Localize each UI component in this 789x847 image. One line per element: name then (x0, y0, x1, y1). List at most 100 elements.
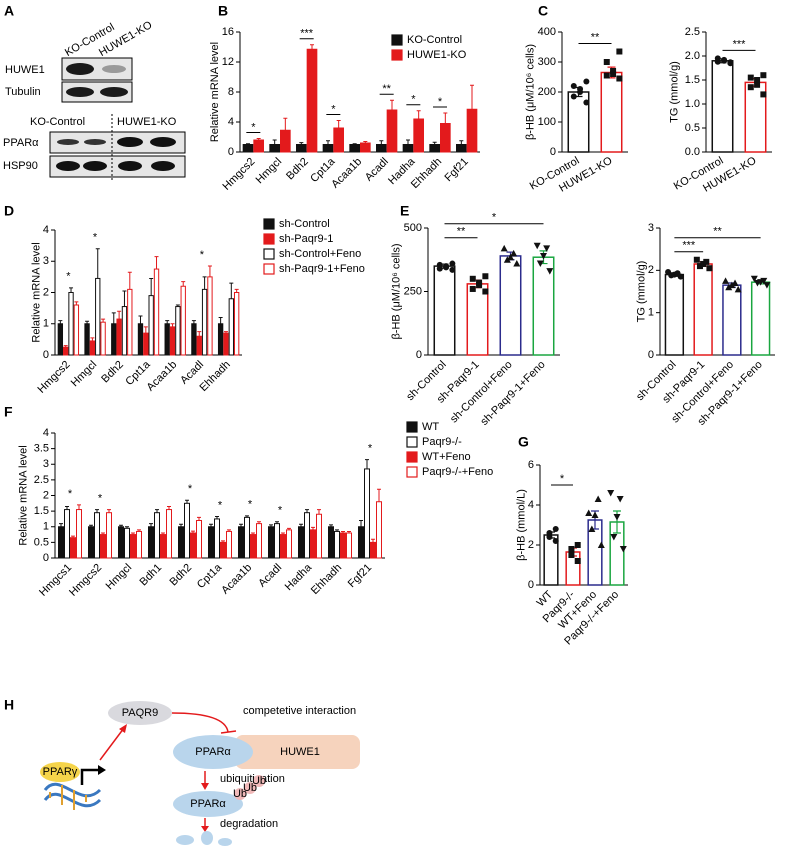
significance: * (278, 505, 283, 517)
arrow-head (201, 826, 209, 832)
error-bar (416, 110, 421, 119)
y-axis-label: Relative mRNA level (17, 445, 29, 545)
data-point (583, 99, 590, 106)
bar (84, 323, 90, 356)
error-bar (69, 287, 74, 293)
bar (136, 530, 142, 559)
fragment (218, 838, 232, 846)
bar (223, 332, 229, 356)
bar (180, 285, 186, 356)
bar (76, 509, 82, 559)
bar (456, 144, 467, 153)
error-bar (470, 84, 474, 110)
bar (429, 144, 441, 153)
x-tick-label: Bdh1 (138, 562, 165, 589)
error-bar (63, 345, 68, 348)
legend-swatch (263, 218, 275, 230)
error-bar (89, 524, 93, 527)
y-tick-label: 1 (43, 521, 49, 533)
y-axis-label: Relative mRNA level (30, 242, 42, 342)
data-point (507, 253, 514, 261)
bar (370, 541, 376, 559)
bar (68, 292, 74, 356)
bar (328, 526, 334, 559)
error-bar (377, 488, 381, 502)
significance: * (368, 442, 373, 454)
x-tick-label: Hmgcs2 (220, 156, 257, 193)
legend-label: Paqr9-/-+Feno (422, 466, 493, 478)
error-bar (167, 505, 171, 510)
bar (166, 509, 172, 559)
y-tick-label: 0 (528, 579, 534, 591)
ub-label: Ub (252, 775, 266, 787)
x-tick-label: Hmgcs2 (36, 359, 73, 396)
blot-band (57, 139, 79, 145)
blot-band (100, 87, 128, 97)
error-bar (161, 532, 165, 535)
y-tick-label: 100 (538, 116, 556, 128)
error-bar (329, 524, 333, 527)
promoter (80, 768, 100, 785)
error-bar (352, 143, 357, 145)
x-tick-label: Bdh2 (168, 562, 195, 589)
y-tick-label: 2.5 (685, 26, 700, 38)
data-point (728, 281, 736, 289)
bar (253, 139, 264, 153)
error-bar (341, 530, 345, 533)
y-tick-label: 6 (528, 459, 534, 471)
bar (244, 516, 250, 559)
error-bar (281, 532, 285, 535)
data-point (476, 279, 483, 286)
error-bar (197, 331, 202, 337)
y-tick-label: 4 (43, 224, 49, 236)
bar (100, 321, 106, 356)
data-point (610, 534, 618, 541)
y-tick-label: 0 (228, 146, 234, 158)
error-bar (77, 504, 81, 510)
bar (116, 318, 122, 356)
error-bar (459, 140, 464, 145)
bar (137, 323, 144, 356)
data-point (747, 74, 754, 81)
significance: * (492, 212, 497, 224)
data-point (763, 282, 771, 289)
error-bar (90, 337, 95, 341)
error-bar (326, 140, 330, 145)
blot-band (66, 63, 94, 75)
bar (196, 520, 202, 559)
significance: * (188, 483, 193, 495)
blot-band (102, 65, 126, 73)
bar (360, 142, 371, 153)
significance: * (200, 249, 205, 261)
bar (191, 323, 197, 356)
data-point (722, 277, 730, 284)
legend-swatch (263, 248, 275, 260)
y-tick-label: 12 (222, 56, 234, 68)
legend-swatch (406, 436, 418, 448)
x-tick-label: Acaa1b (219, 562, 254, 597)
data-point (449, 260, 456, 267)
bar (143, 332, 149, 356)
legend-label: WT (422, 421, 439, 433)
data-point (747, 84, 754, 91)
error-bar (379, 140, 384, 145)
data-point (610, 68, 617, 74)
node-label: PPARγ (43, 766, 78, 778)
bar (127, 288, 133, 356)
bar (201, 288, 208, 356)
y-tick-label: 300 (538, 56, 556, 68)
x-tick-label: Fgf21 (442, 156, 470, 184)
bar (466, 283, 489, 356)
bar (148, 526, 154, 559)
bar (269, 144, 281, 153)
blot-band (56, 161, 80, 171)
bar (242, 144, 254, 153)
error-bar (363, 141, 368, 143)
y-tick-label: 0.5 (685, 122, 700, 134)
bar (440, 123, 451, 153)
significance: * (66, 271, 71, 283)
blot-band (118, 161, 142, 171)
data-point (693, 256, 700, 263)
y-tick-label: 250 (404, 285, 422, 297)
bar (89, 340, 96, 356)
